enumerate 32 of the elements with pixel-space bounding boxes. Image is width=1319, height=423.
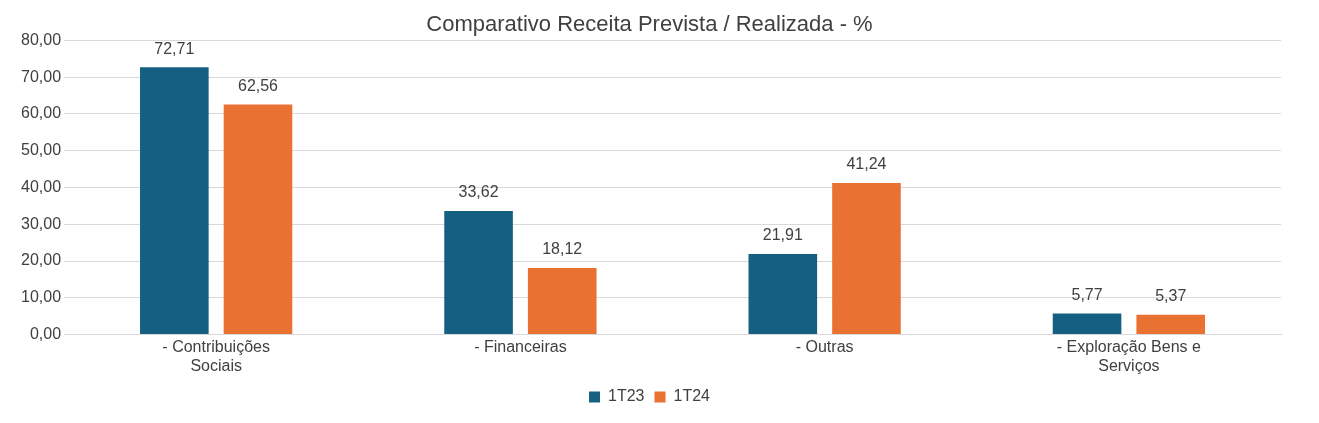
y-tick-label: 50,00	[20, 141, 62, 159]
x-tick-label: - Financeiras	[474, 337, 567, 355]
data-label: 72,71	[154, 39, 195, 57]
x-tick-label: - Exploração Bens e Serviços	[1056, 337, 1202, 374]
data-label: 21,91	[762, 226, 803, 244]
y-tick-label: 10,00	[20, 288, 62, 306]
data-label: 41,24	[846, 155, 887, 173]
bar	[832, 182, 901, 335]
y-tick-label: 0,00	[29, 325, 62, 343]
y-tick-label: 20,00	[20, 251, 62, 269]
bar	[748, 254, 818, 335]
data-label: 5,37	[1155, 287, 1187, 305]
bar	[223, 104, 293, 335]
bar	[140, 67, 209, 335]
legend-label: 1T24	[673, 387, 711, 405]
bar	[527, 267, 597, 335]
bar	[1136, 314, 1206, 335]
x-tick-label: - Outras	[795, 337, 854, 355]
y-tick-label: 70,00	[20, 67, 62, 85]
data-label: 62,56	[237, 76, 279, 94]
data-label: 5,77	[1071, 285, 1103, 303]
y-tick-label: 40,00	[20, 177, 62, 195]
legend-label: 1T23	[608, 387, 645, 405]
y-tick-label: 60,00	[20, 104, 62, 122]
bar	[1052, 313, 1122, 335]
y-tick-label: 30,00	[20, 214, 62, 232]
x-tick-label: - Contribuições Sociais	[162, 337, 270, 374]
chart-title: Comparativo Receita Prevista / Realizada - %	[426, 11, 873, 37]
y-tick-label: 80,00	[20, 30, 62, 48]
data-label: 18,12	[542, 240, 583, 258]
bar	[444, 210, 513, 335]
data-label: 33,62	[458, 183, 499, 201]
